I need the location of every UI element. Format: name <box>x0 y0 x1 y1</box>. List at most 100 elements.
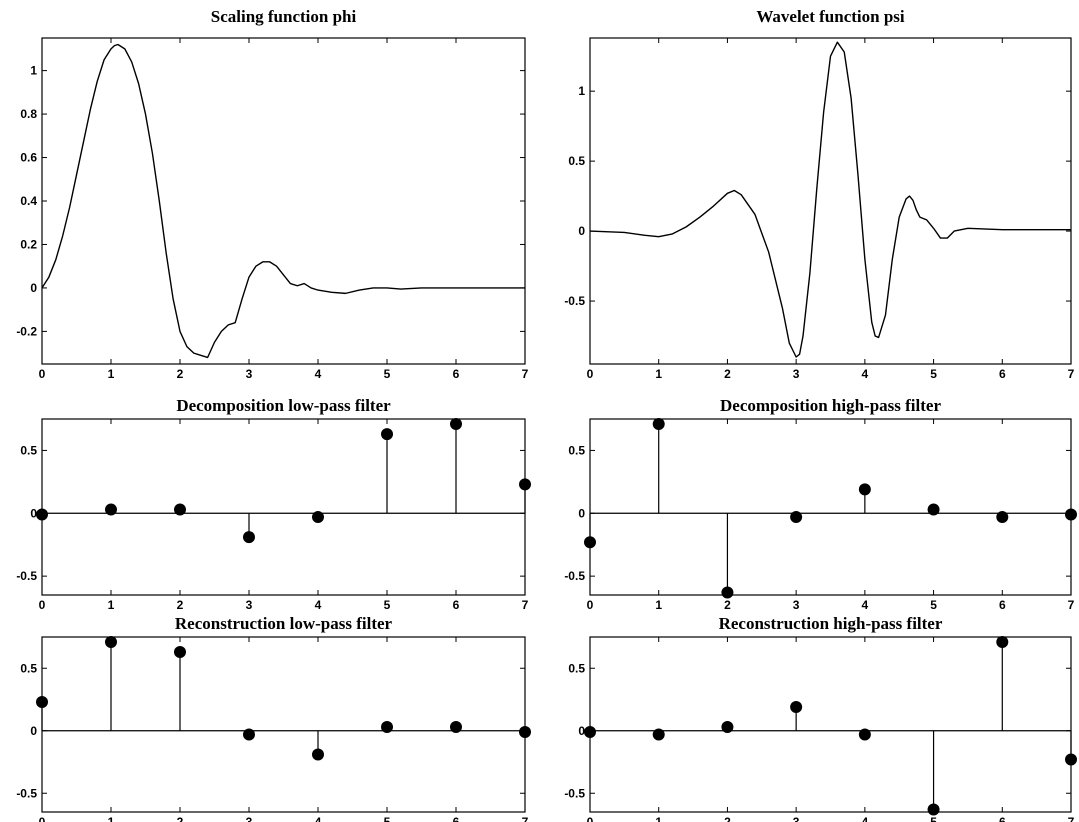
scaling-function-title: Scaling function phi <box>211 7 357 26</box>
y-tick-label: -0.5 <box>16 569 37 583</box>
stem-marker <box>1065 508 1077 521</box>
stem-marker <box>381 721 393 733</box>
stem-marker <box>36 508 48 521</box>
x-tick-label: 7 <box>1068 815 1075 822</box>
reconstruction-high-pass-plot-area: 0 1 2 3 4 5 6 7 -0.5 0 0.5 <box>564 636 1077 822</box>
x-tick-label: 1 <box>108 598 115 612</box>
x-tick-label: 2 <box>177 815 184 822</box>
decomposition-low-pass-plot-area: 0 1 2 3 4 5 6 7 -0.5 0 0.5 <box>16 418 531 612</box>
x-tick-label: 7 <box>1068 598 1075 612</box>
reconstruction-high-pass-title: Reconstruction high-pass filter <box>719 614 943 633</box>
stem-marker <box>652 728 665 741</box>
decomposition-high-pass-panel: Decomposition high-pass filter 0 1 2 3 4 5 6 7 -… <box>564 396 1077 612</box>
y-tick-label: 0.5 <box>20 661 37 675</box>
x-tick-label: 7 <box>522 367 529 381</box>
x-tick-label: 5 <box>384 598 391 612</box>
x-tick-label: 6 <box>999 598 1006 612</box>
x-tick-label: 0 <box>587 367 594 381</box>
stem-marker <box>858 483 871 496</box>
stem-marker <box>381 428 393 441</box>
x-tick-label: 0 <box>39 815 46 822</box>
x-tick-label: 1 <box>108 815 115 822</box>
x-tick-label: 1 <box>655 815 662 822</box>
stem-marker <box>450 721 462 733</box>
x-tick-label: 5 <box>930 367 937 381</box>
x-tick-label: 5 <box>930 598 937 612</box>
x-tick-label: 3 <box>246 815 253 822</box>
wavelet-function-title: Wavelet function psi <box>756 7 905 26</box>
y-tick-label: 0.5 <box>568 443 585 457</box>
stem-marker <box>174 646 186 658</box>
x-tick-label: 7 <box>1068 367 1075 381</box>
decomposition-low-pass-title: Decomposition low-pass filter <box>176 396 391 415</box>
x-tick-label: 3 <box>793 815 800 822</box>
series-line <box>41 43 525 359</box>
decomposition-high-pass-title: Decomposition high-pass filter <box>720 396 941 415</box>
stem-marker <box>105 503 117 516</box>
x-tick-label: 6 <box>453 367 460 381</box>
y-tick-label: 0 <box>578 506 585 520</box>
x-tick-label: 5 <box>384 815 391 822</box>
y-tick-label: 0 <box>578 724 585 738</box>
stem-marker <box>312 748 324 761</box>
x-tick-label: 1 <box>655 367 662 381</box>
x-tick-label: 4 <box>862 815 869 822</box>
y-tick-label: -0.5 <box>564 294 585 308</box>
x-tick-label: 2 <box>177 598 184 612</box>
wavelet-function-plot-area: 0 1 2 3 4 5 6 7 -0.5 0 0.5 1 <box>564 37 1075 381</box>
x-tick-label: 2 <box>724 598 731 612</box>
stem-marker <box>858 728 871 741</box>
x-tick-label: 4 <box>862 367 869 381</box>
stem-marker <box>790 511 803 524</box>
stem-marker <box>790 701 803 713</box>
axes-box <box>589 37 1072 365</box>
stem-marker <box>243 531 255 544</box>
stem-marker <box>721 721 734 733</box>
x-tick-label: 3 <box>793 367 800 381</box>
y-tick-label: -0.5 <box>564 569 585 583</box>
x-tick-label: 2 <box>724 367 731 381</box>
x-tick-label: 4 <box>315 815 322 822</box>
reconstruction-low-pass-title: Reconstruction low-pass filter <box>175 614 393 633</box>
y-tick-label: -0.2 <box>16 324 37 338</box>
y-tick-label: 0 <box>30 506 37 520</box>
stem-marker <box>105 636 117 648</box>
y-tick-label: 0.2 <box>20 237 37 251</box>
y-tick-label: 1 <box>578 84 585 98</box>
x-tick-label: 0 <box>587 815 594 822</box>
scaling-function-plot-area: 0 1 2 3 4 5 6 7 -0.2 0 0.2 0.4 0.6 0.8 1 <box>16 37 529 381</box>
stem-marker <box>1065 753 1077 766</box>
x-tick-label: 7 <box>522 598 529 612</box>
x-tick-label: 1 <box>108 367 115 381</box>
x-tick-label: 6 <box>999 815 1006 822</box>
x-tick-label: 4 <box>862 598 869 612</box>
reconstruction-high-pass-panel: Reconstruction high-pass filter 0 1 2 3 4 5 6 7… <box>564 614 1077 822</box>
reconstruction-low-pass-plot-area: 0 1 2 3 4 5 6 7 -0.5 0 0.5 <box>16 636 531 822</box>
stem-marker <box>36 696 48 708</box>
y-tick-label: -0.5 <box>16 786 37 800</box>
x-tick-label: 7 <box>522 815 529 822</box>
x-tick-label: 1 <box>655 598 662 612</box>
stem-marker <box>243 728 255 741</box>
axes-box <box>589 418 1072 596</box>
y-tick-label: 0.5 <box>568 154 585 168</box>
y-tick-label: 0.6 <box>20 151 37 165</box>
x-tick-label: 6 <box>453 598 460 612</box>
stem-marker <box>996 511 1009 524</box>
x-tick-label: 3 <box>246 367 253 381</box>
x-tick-label: 6 <box>999 367 1006 381</box>
reconstruction-low-pass-panel: Reconstruction low-pass filter 0 1 2 3 4 5 6 7 -… <box>16 614 531 822</box>
stem-marker <box>312 511 324 524</box>
stem-marker <box>927 503 940 516</box>
y-tick-label: 0.4 <box>20 194 37 208</box>
y-tick-label: 0 <box>578 224 585 238</box>
y-tick-label: 1 <box>30 64 37 78</box>
series-line <box>589 41 1071 358</box>
y-tick-label: 0.5 <box>20 443 37 457</box>
x-tick-label: 6 <box>453 815 460 822</box>
x-tick-label: 4 <box>315 598 322 612</box>
x-tick-label: 0 <box>39 367 46 381</box>
stem-marker <box>584 726 596 738</box>
stem-marker <box>174 503 186 516</box>
wavelet-function-panel: Wavelet function psi 0 1 2 3 4 5 6 7 -0.5 0 0.5 1 <box>564 7 1074 381</box>
